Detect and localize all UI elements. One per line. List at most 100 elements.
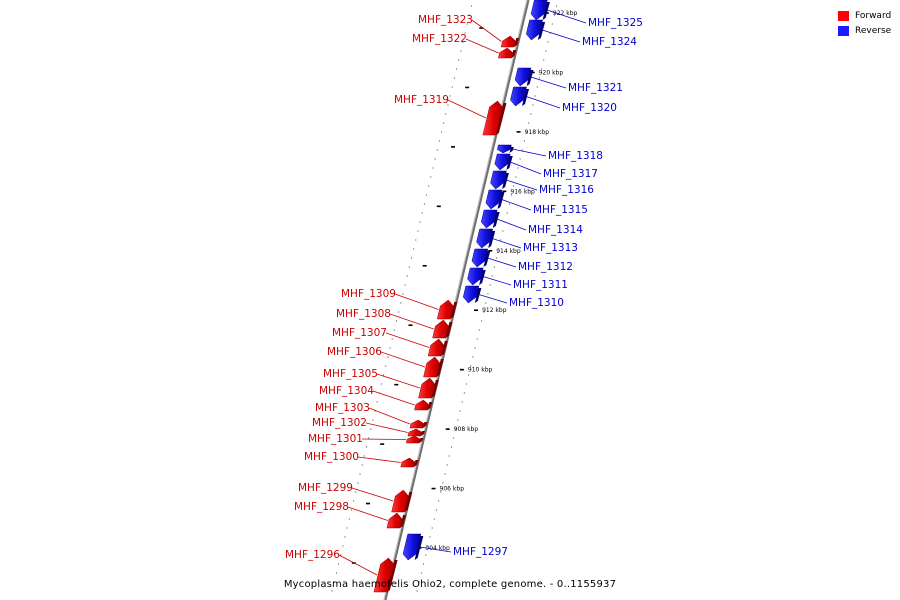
label-connector bbox=[483, 276, 512, 286]
guide-dot bbox=[455, 68, 458, 70]
label-connector bbox=[351, 487, 394, 502]
guide-dot bbox=[376, 401, 378, 403]
guide-dot bbox=[468, 374, 470, 376]
guide-dot bbox=[447, 104, 449, 106]
guide-dot bbox=[427, 545, 429, 547]
guide-dot bbox=[423, 203, 425, 205]
label-connector bbox=[496, 218, 527, 231]
tick-label: 904 kbp bbox=[425, 545, 450, 552]
gene-label: MHF_1323 bbox=[418, 14, 473, 26]
gene-label: MHF_1298 bbox=[294, 501, 349, 513]
legend: Forward Reverse bbox=[838, 8, 891, 38]
guide-dot bbox=[370, 428, 372, 430]
gene-block bbox=[485, 189, 503, 210]
tick-label: 922 kbp bbox=[553, 10, 578, 17]
gene-block-side bbox=[479, 270, 486, 285]
gene-label: MHF_1308 bbox=[336, 308, 391, 320]
guide-dot bbox=[404, 284, 406, 286]
gene-label: MHF_1305 bbox=[323, 368, 378, 380]
gene-label: MHF_1311 bbox=[513, 279, 568, 291]
legend-reverse: Reverse bbox=[838, 23, 891, 38]
gene-block bbox=[414, 399, 430, 411]
guide-dot bbox=[434, 158, 436, 160]
guide-dot bbox=[498, 248, 500, 250]
gene-label: MHF_1314 bbox=[528, 224, 583, 236]
gene-label: MHF_1304 bbox=[319, 385, 374, 397]
guide-dot bbox=[445, 113, 447, 115]
guide-dot bbox=[413, 248, 415, 250]
gene-block bbox=[498, 47, 513, 59]
guide-dot bbox=[395, 320, 398, 322]
gene-block-side bbox=[422, 422, 428, 428]
gene-block-side bbox=[427, 402, 433, 410]
label-connector bbox=[338, 554, 378, 576]
label-connector bbox=[487, 257, 517, 268]
guide-dot bbox=[406, 275, 408, 277]
gene-label: MHF_1325 bbox=[588, 17, 643, 29]
gene-block-side bbox=[537, 22, 546, 40]
tick-label: 910 kbp bbox=[468, 367, 493, 374]
guide-dot bbox=[335, 572, 338, 574]
tick-label: 914 kbp bbox=[496, 248, 521, 255]
gene-label: MHF_1317 bbox=[543, 168, 598, 180]
gene-label: MHF_1309 bbox=[341, 288, 396, 300]
gene-block-side bbox=[431, 380, 439, 398]
gene-block bbox=[409, 419, 425, 429]
guide-dot bbox=[508, 203, 510, 205]
guide-dot bbox=[545, 50, 547, 52]
gene-block bbox=[494, 153, 511, 171]
guide-dot bbox=[500, 239, 502, 241]
guide-dot bbox=[380, 383, 383, 385]
guide-dot bbox=[453, 77, 456, 79]
guide-dot bbox=[419, 221, 421, 223]
guide-dot bbox=[466, 23, 468, 25]
gene-block-side bbox=[488, 231, 496, 248]
gene-block-side bbox=[474, 288, 482, 303]
gene-label: MHF_1302 bbox=[312, 417, 367, 429]
gene-block bbox=[427, 338, 445, 357]
label-connector bbox=[512, 148, 547, 157]
guide-dot bbox=[470, 365, 472, 367]
label-connector bbox=[465, 38, 499, 54]
gene-block-side bbox=[492, 212, 500, 228]
label-connector bbox=[361, 438, 407, 440]
guide-dot bbox=[348, 518, 350, 520]
gene-block bbox=[391, 489, 409, 513]
guide-dot bbox=[431, 527, 433, 529]
reverse-swatch bbox=[838, 25, 849, 36]
gene-label: MHF_1301 bbox=[308, 433, 363, 445]
label-connector bbox=[394, 293, 439, 310]
guide-dot bbox=[355, 491, 357, 493]
gene-block-side bbox=[526, 70, 534, 86]
guide-dot bbox=[461, 401, 463, 403]
gene-label: MHF_1300 bbox=[304, 451, 359, 463]
gene-label: MHF_1303 bbox=[315, 402, 370, 414]
reverse-label: Reverse bbox=[855, 25, 892, 36]
gene-block-side bbox=[450, 302, 458, 319]
gene-block bbox=[405, 435, 421, 444]
guide-dot bbox=[443, 122, 445, 124]
gene-block bbox=[400, 457, 416, 468]
guide-dot bbox=[487, 293, 489, 295]
guide-dot bbox=[543, 59, 545, 61]
guide-dot bbox=[387, 356, 389, 358]
guide-dot bbox=[453, 437, 455, 439]
guide-dot bbox=[532, 104, 534, 106]
label-connector bbox=[357, 456, 401, 463]
guide-dot bbox=[402, 293, 404, 295]
gene-block-side bbox=[511, 50, 517, 58]
gene-block bbox=[510, 86, 527, 107]
guide-dot bbox=[502, 230, 504, 232]
guide-dot bbox=[555, 5, 558, 7]
gene-block-side bbox=[514, 38, 520, 47]
forward-label: Forward bbox=[855, 10, 892, 21]
tick-label: 908 kbp bbox=[454, 426, 479, 433]
gene-label: MHF_1306 bbox=[327, 346, 382, 358]
gene-block-side bbox=[483, 251, 491, 267]
guide-dot bbox=[422, 563, 425, 565]
guide-dot bbox=[476, 338, 478, 340]
guide-dot bbox=[361, 464, 363, 466]
gene-block-side bbox=[414, 536, 424, 560]
guide-dot bbox=[515, 176, 517, 178]
guide-dot bbox=[468, 14, 471, 16]
